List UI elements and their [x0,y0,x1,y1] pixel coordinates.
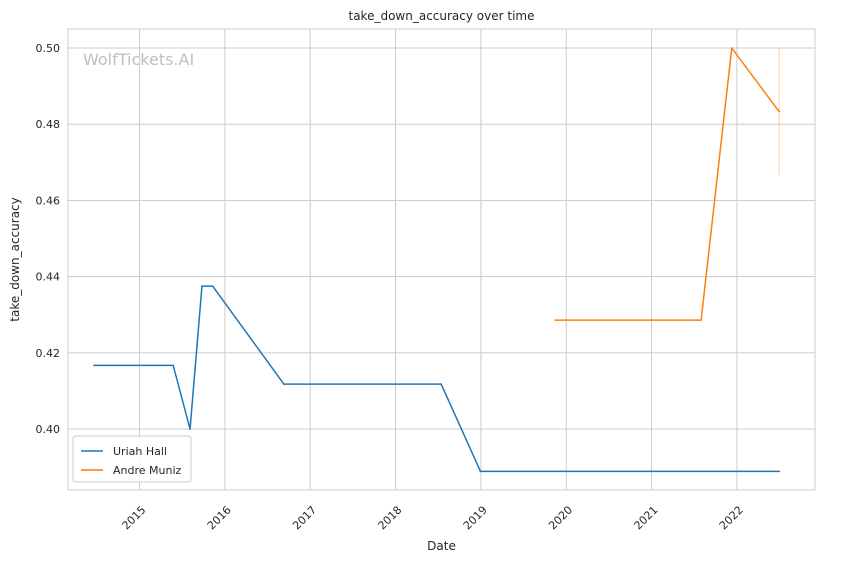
data-point [554,319,557,321]
y-tick-label: 0.40 [36,423,61,436]
y-axis-label: take_down_accuracy [8,197,22,321]
data-point [730,47,733,49]
data-point [700,319,702,321]
watermark: WolfTickets.AI [83,50,194,69]
data-point [479,470,482,473]
data-point [440,383,442,385]
legend-label: Andre Muniz [113,464,182,477]
y-tick-label: 0.44 [36,271,61,284]
data-point [211,285,214,287]
series [93,47,781,473]
series-line-1 [555,47,780,321]
plot-frame [67,28,816,491]
data-point [283,383,285,385]
y-tick-label: 0.46 [36,194,61,207]
legend-label: Uriah Hall [113,445,167,458]
legend: Uriah Hall Andre Muniz [72,435,192,483]
data-point [93,364,95,367]
grid [68,29,815,490]
data-point [189,428,191,430]
y-tick-label: 0.42 [36,347,61,360]
data-point [778,470,781,473]
y-tick-label: 0.48 [36,118,61,131]
y-tick-label: 0.50 [36,42,61,55]
chart-title: take_down_accuracy over time [349,9,535,23]
data-point [201,285,203,287]
x-axis-label: Date [427,539,456,553]
data-point [172,364,175,367]
data-point [778,110,781,113]
